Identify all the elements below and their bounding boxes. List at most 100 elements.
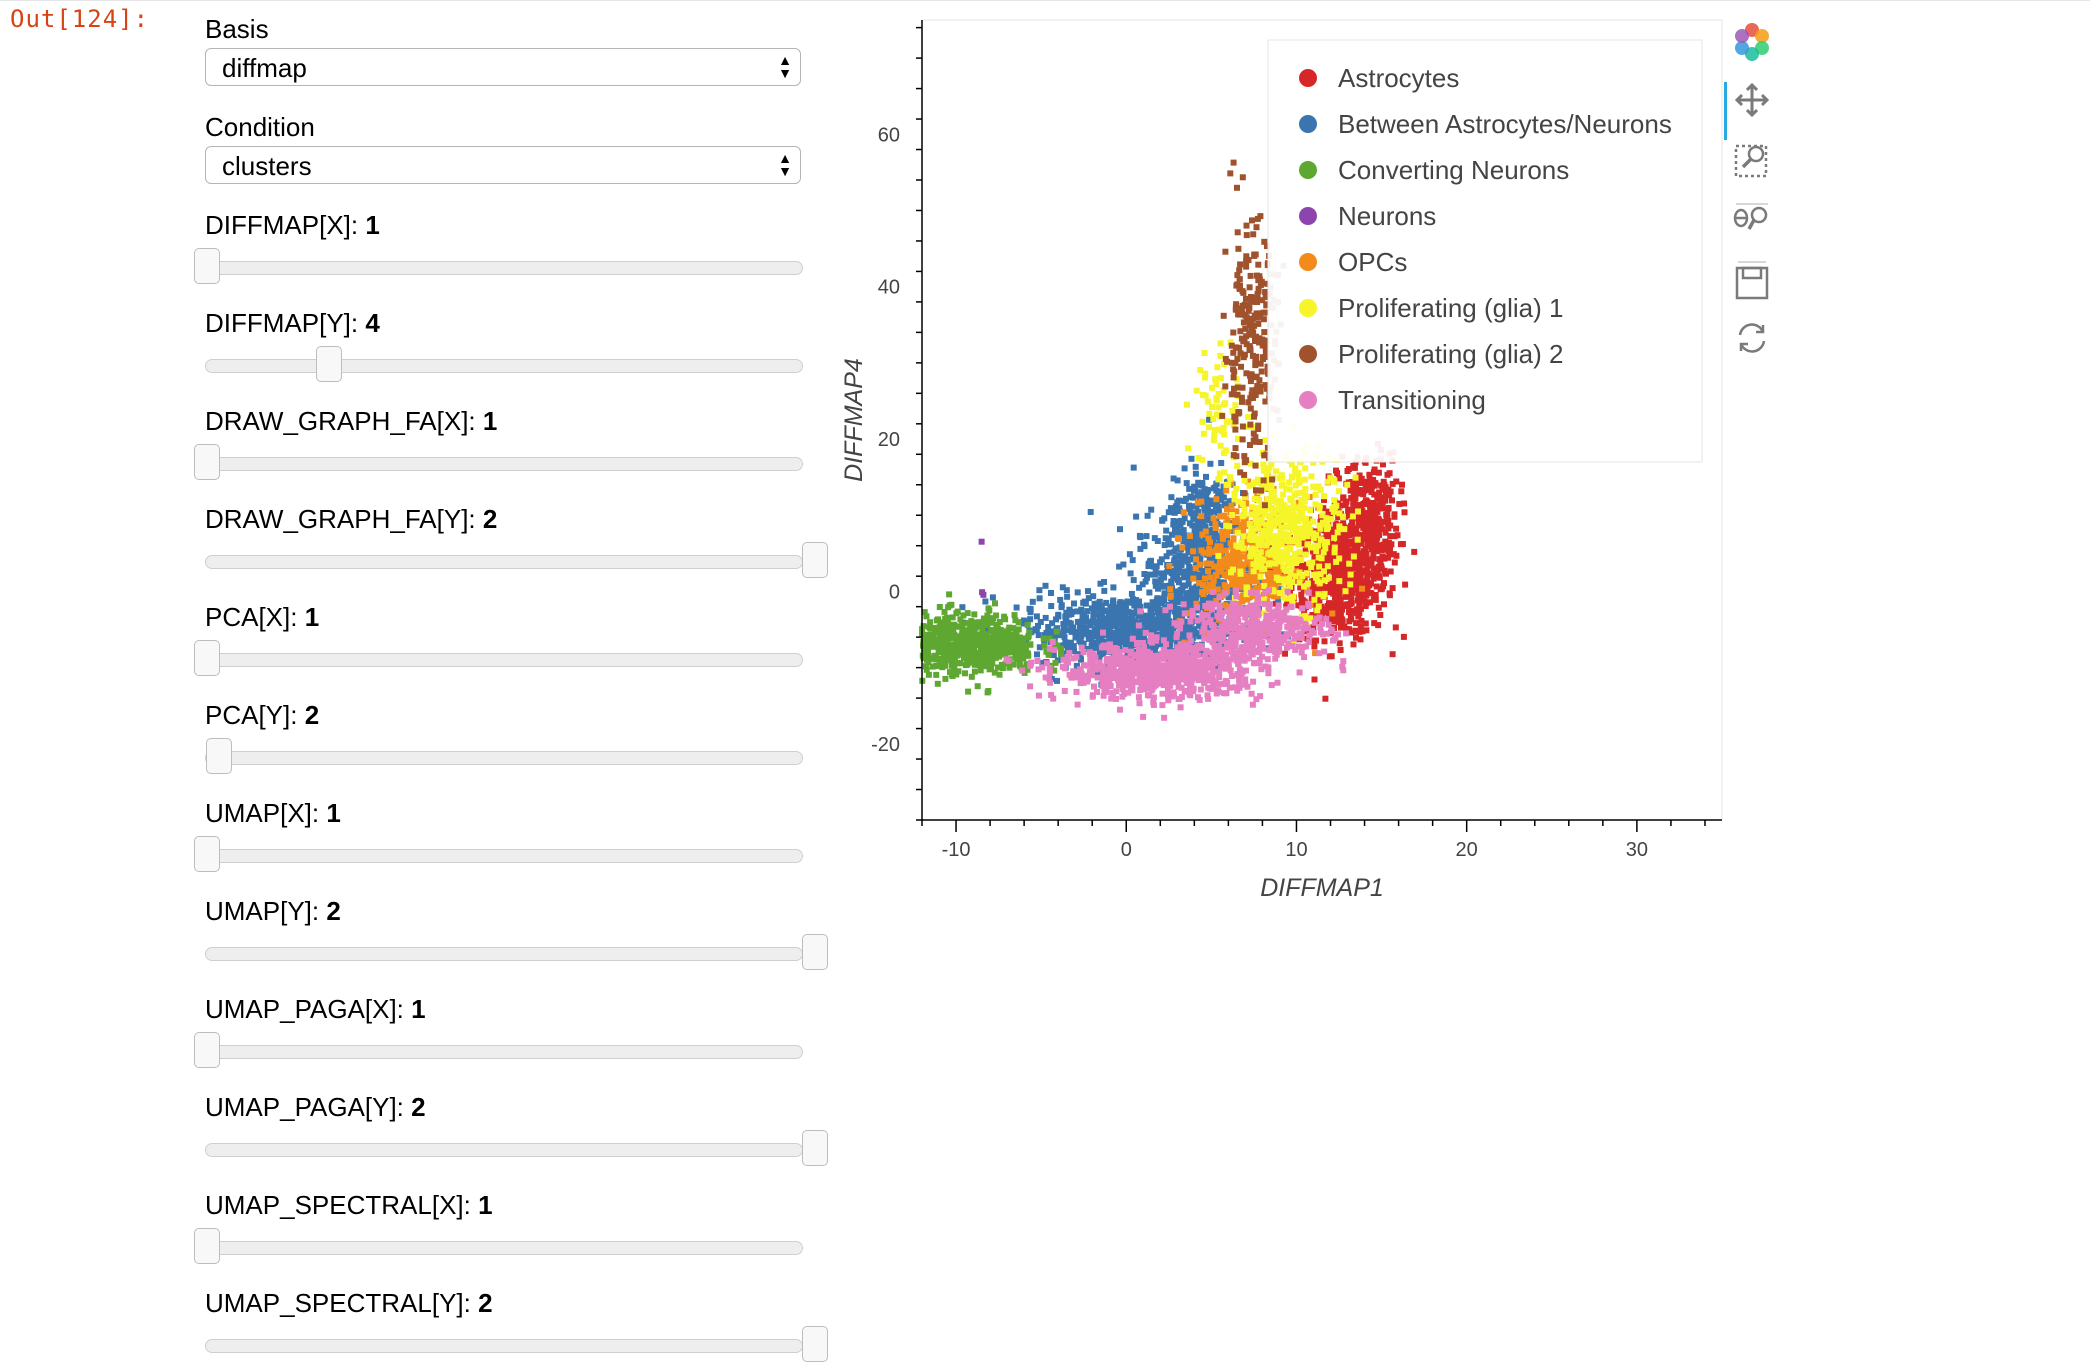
slider-track[interactable] [205,1339,803,1353]
slider[interactable] [205,1130,803,1170]
scatter-point [1294,535,1300,541]
scatter-point [1398,541,1404,547]
slider-track[interactable] [205,359,803,373]
scatter-point [1233,486,1239,492]
slider-handle[interactable] [802,542,828,578]
slider-track[interactable] [205,555,803,569]
slider-handle[interactable] [194,640,220,676]
scatter-point [1254,224,1260,230]
scatter-point [1250,702,1256,708]
scatter-point [1364,568,1370,574]
scatter-point [1344,482,1350,488]
slider-handle[interactable] [206,738,232,774]
scatter-point [1014,630,1020,636]
scatter-point [1237,261,1243,267]
slider[interactable] [205,1326,803,1366]
slider-handle[interactable] [316,346,342,382]
slider-handle[interactable] [194,444,220,480]
slider-track[interactable] [205,1045,803,1059]
slider[interactable] [205,640,803,680]
slider-track[interactable] [205,1143,803,1157]
slider[interactable] [205,1032,803,1072]
scatter-point [1227,474,1233,480]
scatter-point [1170,522,1176,528]
slider-handle[interactable] [802,934,828,970]
scatter-point [1103,600,1109,606]
slider[interactable] [205,346,803,386]
slider[interactable] [205,1228,803,1268]
condition-dropdown[interactable]: clusters ▲▼ [205,146,801,184]
slider-handle[interactable] [194,248,220,284]
slider[interactable] [205,934,803,974]
slider-handle[interactable] [194,836,220,872]
scatter-point [1355,537,1361,543]
scatter-point [1037,595,1043,601]
slider-handle[interactable] [802,1326,828,1362]
scatter-point [1393,526,1399,532]
scatter-point [1298,557,1304,563]
scatter-point [933,672,939,678]
slider-track[interactable] [205,751,803,765]
scatter-point [1363,497,1369,503]
scatter-point [1013,654,1019,660]
slider-track[interactable] [205,457,803,471]
scatter-point [937,604,943,610]
scatter-point [1196,482,1202,488]
slider-track[interactable] [205,653,803,667]
scatter-point [1117,526,1123,532]
scatter-point [1203,393,1209,399]
scatter-point [1331,497,1337,503]
slider-value: 2 [483,504,497,534]
scatter-point [947,602,953,608]
scatter-point [1210,583,1216,589]
scatter-point [1081,673,1087,679]
slider-handle[interactable] [194,1228,220,1264]
slider-track[interactable] [205,1241,803,1255]
scatter-point [1163,672,1169,678]
scatter-point [1224,359,1230,365]
basis-dropdown[interactable]: diffmap ▲▼ [205,48,801,86]
scatter-point [1149,605,1155,611]
scatter-point [1382,494,1388,500]
scatter-point [987,666,993,672]
scatter-point [1136,660,1142,666]
scatter-point [951,622,957,628]
scatter-point [1222,383,1228,389]
scatter-point [1226,523,1232,529]
slider-track[interactable] [205,947,803,961]
slider[interactable] [205,738,803,778]
scatter-point [1206,510,1212,516]
slider[interactable] [205,444,803,484]
scatter-point [1293,573,1299,579]
scatter-point [996,654,1002,660]
slider-value: 2 [305,700,319,730]
scatter-point [1381,601,1387,607]
scatter-point [1216,504,1222,510]
slider-track[interactable] [205,849,803,863]
scatter-point [1207,461,1213,467]
scatter-point [1261,316,1267,322]
scatter-point [1174,634,1180,640]
scatter-point [1242,490,1248,496]
scatter-point [1198,687,1204,693]
slider-track[interactable] [205,261,803,275]
scatter-point [1390,651,1396,657]
scatter-point [1227,170,1233,176]
slider-handle[interactable] [802,1130,828,1166]
scatter-point [1149,640,1155,646]
scatter-point [965,610,971,616]
scatter-point [1075,702,1081,708]
scatter-point [1253,487,1259,493]
scatter-point [1239,395,1245,401]
scatter-point [1259,556,1265,562]
slider[interactable] [205,542,803,582]
slider-handle[interactable] [194,1032,220,1068]
scatter-point [1124,659,1130,665]
scatter-point [1257,277,1263,283]
slider[interactable] [205,836,803,876]
slider[interactable] [205,248,803,288]
scatter-point [1160,571,1166,577]
scatter-point [1197,562,1203,568]
scatter-point [1186,569,1192,575]
